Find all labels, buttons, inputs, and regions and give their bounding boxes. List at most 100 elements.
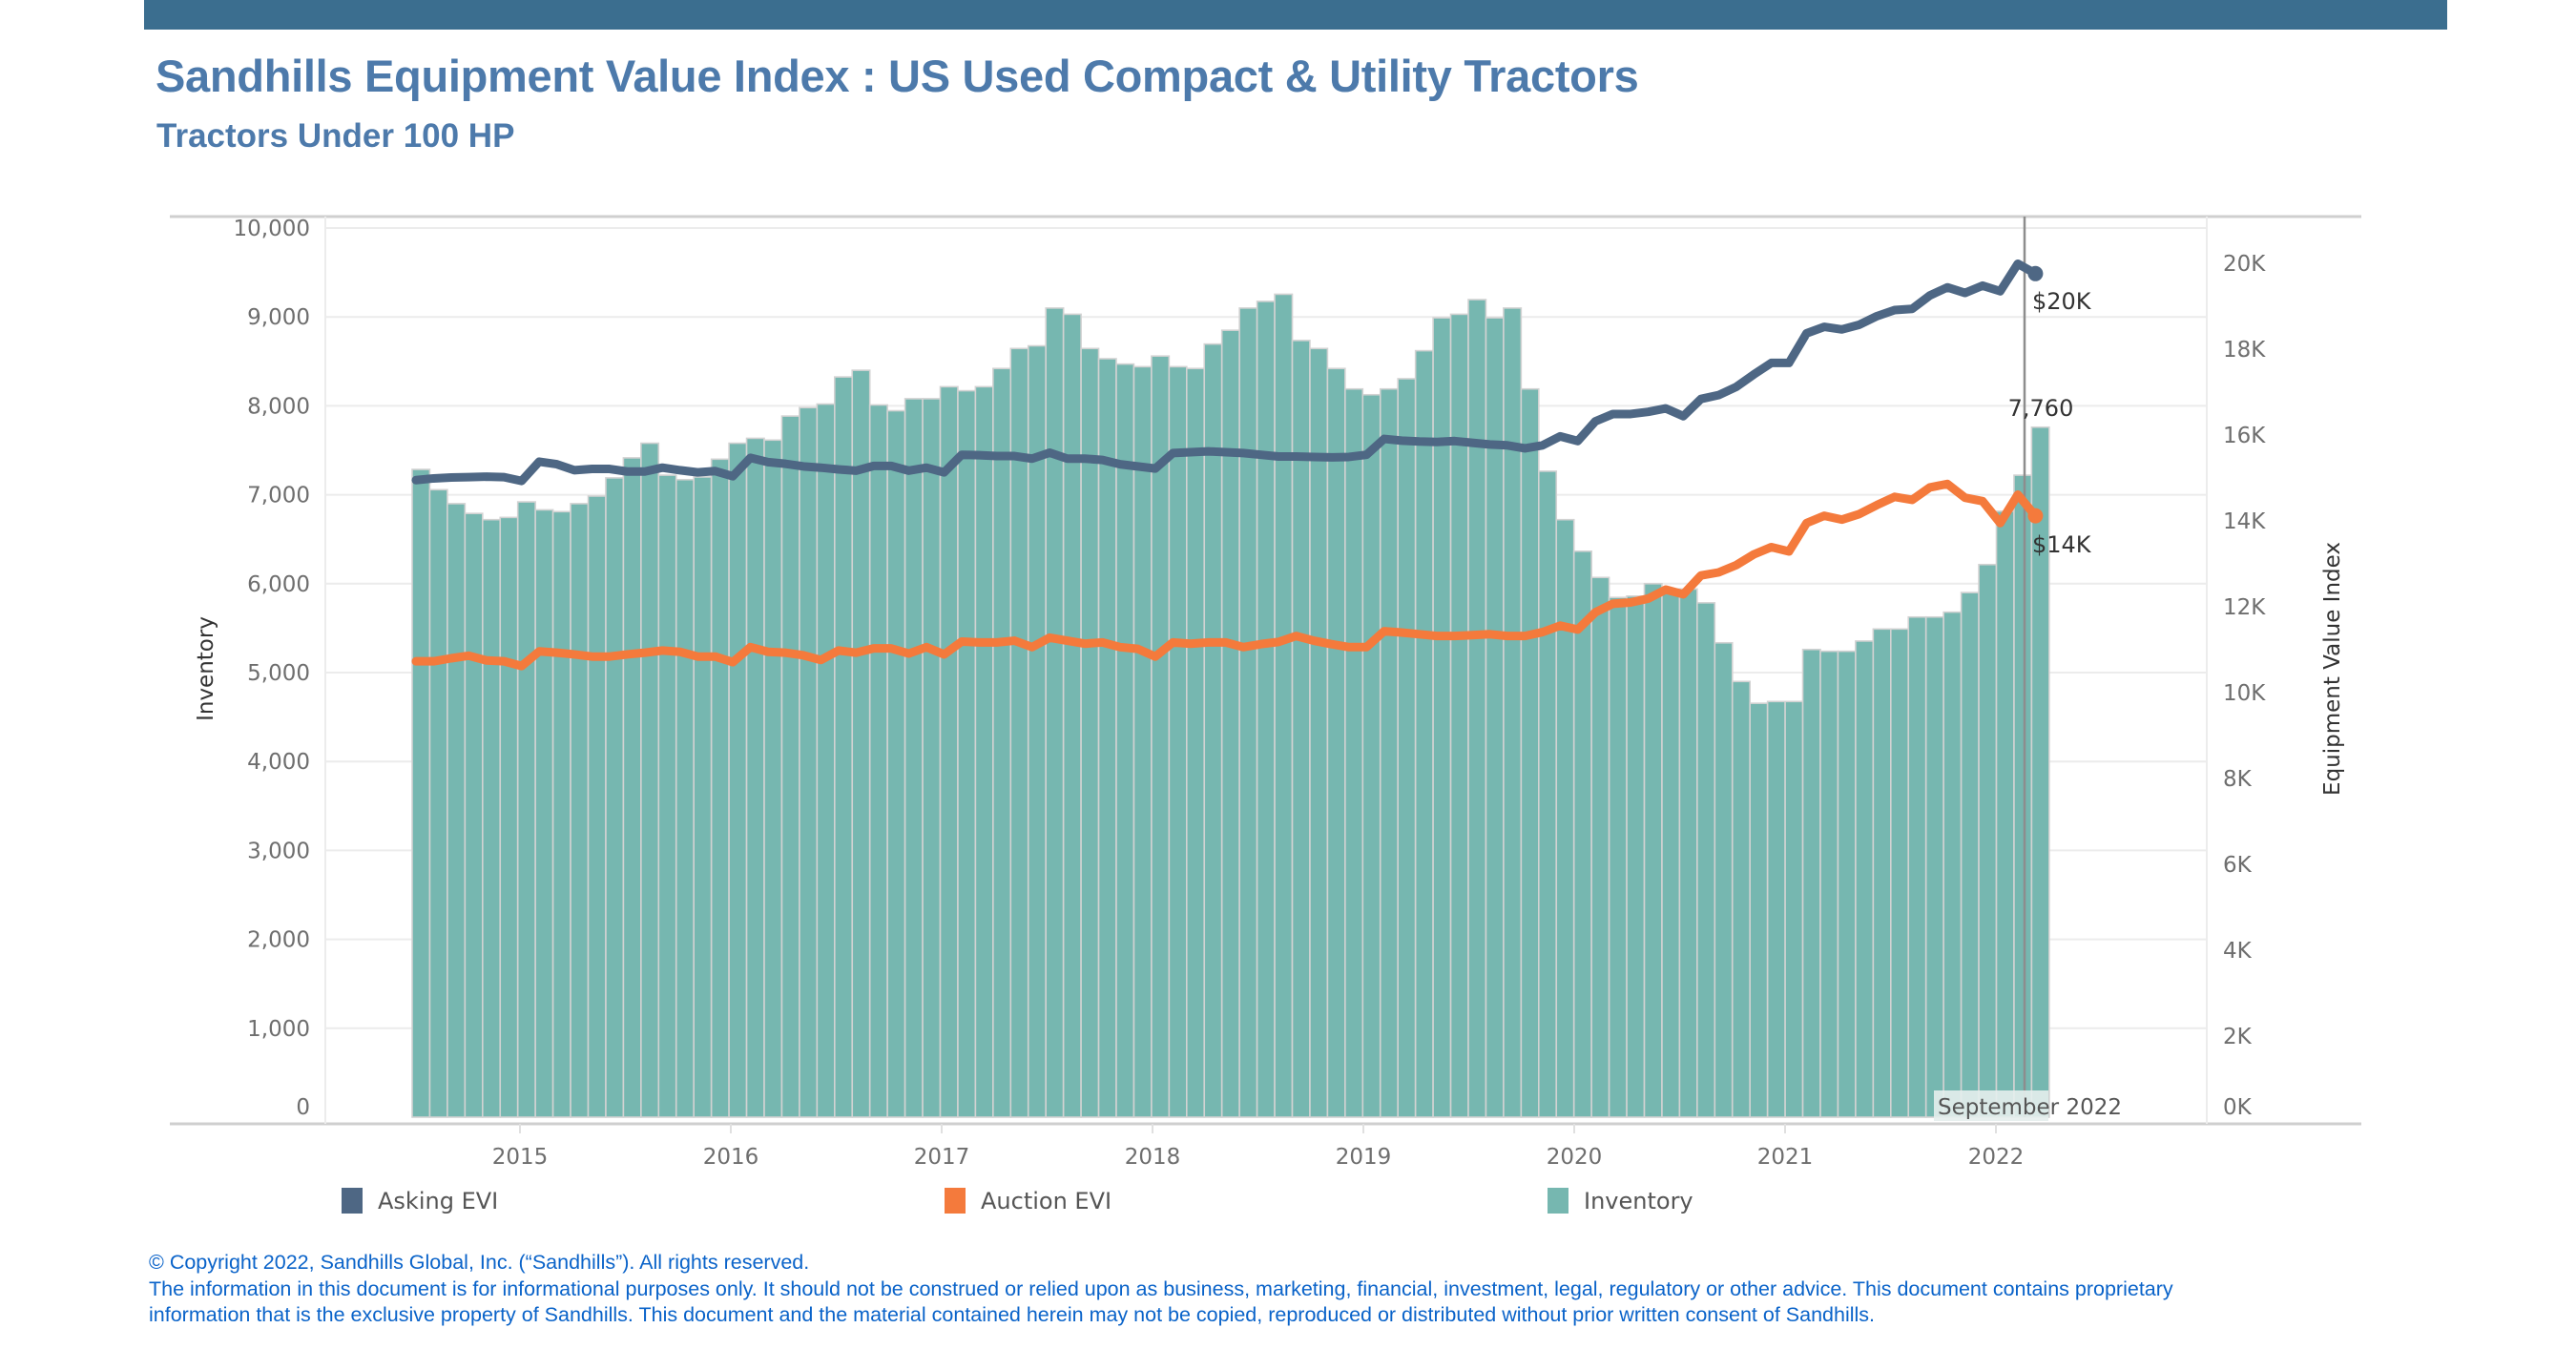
inventory-bar <box>1890 628 1910 1118</box>
inventory-bar <box>1590 576 1610 1118</box>
inventory-bar <box>1097 358 1117 1118</box>
x-axis-ticks: 2015 2016 2017 2018 2019 2020 2021 2022 <box>492 1124 2024 1170</box>
reference-label-background <box>1934 1090 2048 1121</box>
inventory-bar <box>886 409 906 1118</box>
auction-evi-end-marker <box>2027 508 2044 524</box>
left-tick-label: 2,000 <box>247 928 310 953</box>
inventory-bar <box>799 406 819 1118</box>
footer-disclaimer: © Copyright 2022, Sandhills Global, Inc.… <box>149 1250 2173 1329</box>
inventory-bar <box>1186 367 1206 1118</box>
inventory-bar <box>1978 563 1998 1118</box>
inventory-bar <box>1538 470 1558 1118</box>
inventory-bar <box>922 398 942 1118</box>
inventory-bar <box>957 389 977 1118</box>
inventory-bar <box>570 503 590 1118</box>
inventory-bar <box>1801 648 1821 1118</box>
inventory-bar <box>1855 640 1875 1118</box>
asking-evi-end-marker <box>2027 265 2044 281</box>
inventory-bar <box>939 385 959 1118</box>
inventory-bars <box>411 293 2050 1118</box>
inventory-bar <box>675 478 696 1118</box>
inventory-bar <box>1274 293 1294 1118</box>
right-axis-ticks: 0K 2K 4K 6K 8K 10K 12K 14K 16K 18K 20K <box>2223 252 2266 1120</box>
x-tick-label: 2016 <box>703 1145 759 1170</box>
disclaimer-line-1: The information in this document is for … <box>149 1276 2173 1300</box>
inventory-bar <box>1203 342 1223 1118</box>
left-axis-ticks: 0 1,000 2,000 3,000 4,000 5,000 6,000 7,000 8,00… <box>234 217 310 1120</box>
inventory-bar <box>1132 365 1153 1118</box>
inventory-bar <box>1572 550 1592 1118</box>
left-tick-label: 8,000 <box>247 394 310 419</box>
left-tick-label: 9,000 <box>247 305 310 330</box>
inventory-last-label: 7,760 <box>2008 395 2074 422</box>
inventory-bar <box>551 510 571 1118</box>
inventory-bar <box>710 458 730 1118</box>
inventory-bar <box>1520 387 1540 1118</box>
right-axis-title: Equipment Value Index <box>2320 542 2345 796</box>
inventory-bar <box>1766 700 1786 1118</box>
left-tick-label: 7,000 <box>247 484 310 508</box>
inventory-bar <box>1678 588 1698 1118</box>
legend-label-auction-evi: Auction EVI <box>981 1188 1111 1214</box>
inventory-bar <box>974 385 994 1118</box>
inventory-bar <box>1238 307 1258 1118</box>
legend-label-asking-evi: Asking EVI <box>378 1188 498 1214</box>
inventory-bar <box>1503 307 1523 1118</box>
inventory-bar <box>1414 349 1434 1118</box>
inventory-bar <box>1485 317 1505 1118</box>
left-tick-label: 6,000 <box>247 572 310 597</box>
inventory-bar <box>1309 347 1329 1118</box>
inventory-bar <box>745 437 765 1118</box>
inventory-bar <box>904 398 924 1118</box>
inventory-bar <box>1608 596 1628 1118</box>
left-axis-title: Inventory <box>194 616 218 721</box>
inventory-bar <box>1379 387 1400 1118</box>
left-tick-label: 3,000 <box>247 839 310 863</box>
right-tick-label: 8K <box>2223 767 2253 792</box>
inventory-bar <box>1009 347 1029 1118</box>
legend-label-inventory: Inventory <box>1584 1188 1693 1214</box>
inventory-bar <box>587 495 607 1118</box>
inventory-bar <box>1872 628 1892 1118</box>
left-tick-label: 10,000 <box>234 217 310 241</box>
inventory-bar <box>1749 702 1769 1118</box>
left-tick-label: 0 <box>296 1095 310 1120</box>
inventory-bar <box>1397 378 1417 1118</box>
inventory-bar <box>851 369 871 1118</box>
inventory-bar <box>411 468 431 1118</box>
right-tick-label: 4K <box>2223 939 2253 964</box>
inventory-bar <box>1045 307 1065 1118</box>
left-tick-label: 5,000 <box>247 661 310 686</box>
inventory-bar <box>1784 700 1804 1118</box>
right-tick-label: 16K <box>2223 424 2266 448</box>
inventory-bar <box>516 501 536 1118</box>
inventory-bar <box>464 512 484 1118</box>
inventory-bar <box>763 439 783 1118</box>
inventory-bar <box>1256 301 1276 1118</box>
inventory-bar <box>1907 615 1927 1118</box>
inventory-bar <box>1942 611 1963 1118</box>
copyright-line: © Copyright 2022, Sandhills Global, Inc.… <box>149 1251 810 1274</box>
inventory-bar <box>1995 510 2015 1118</box>
header-bar <box>144 0 2447 30</box>
x-tick-label: 2019 <box>1336 1145 1392 1170</box>
x-tick-label: 2021 <box>1757 1145 1814 1170</box>
inventory-bar <box>640 442 660 1118</box>
inventory-bar <box>1555 518 1575 1118</box>
x-tick-label: 2020 <box>1547 1145 1603 1170</box>
right-tick-label: 2K <box>2223 1025 2253 1049</box>
legend-swatch-asking-evi <box>342 1188 363 1214</box>
inventory-bar <box>728 442 748 1118</box>
right-tick-label: 6K <box>2223 853 2253 878</box>
auction-last-label: $14K <box>2032 531 2092 558</box>
inventory-bar <box>1960 591 1980 1118</box>
inventory-bar <box>1696 602 1716 1118</box>
chart-subtitle: Tractors Under 100 HP <box>156 117 515 155</box>
inventory-bar <box>1080 347 1100 1118</box>
inventory-bar <box>1661 588 1681 1118</box>
inventory-bar <box>1924 615 1944 1118</box>
legend-swatch-inventory <box>1548 1188 1568 1214</box>
inventory-bar <box>657 474 677 1118</box>
inventory-bar <box>1344 387 1364 1118</box>
